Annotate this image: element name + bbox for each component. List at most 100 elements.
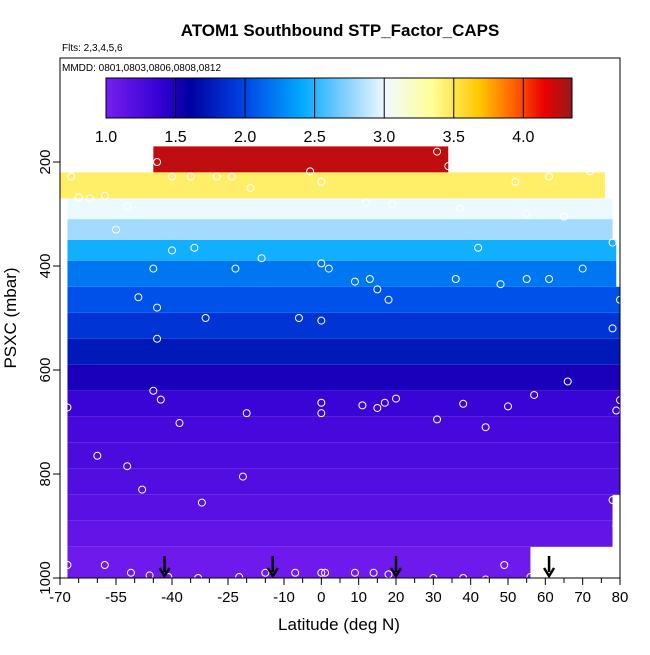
heat-band-2 (67, 198, 613, 220)
obs-point-54 (317, 398, 326, 407)
obs-point-58 (380, 398, 389, 407)
dates-note: MMDD: 0801,0803,0806,0808,0812 (62, 63, 221, 74)
y-tick-label-4: 1000 (37, 561, 54, 594)
obs-point-83 (261, 568, 270, 577)
obs-point-34 (451, 275, 460, 283)
x-tick-label-13: 80 (612, 589, 629, 606)
lat-arrow-head-2 (389, 567, 403, 579)
y-tick-label-3: 800 (37, 461, 54, 486)
obs-point-8 (317, 177, 326, 186)
obs-point-57 (373, 403, 382, 412)
obs-point-91 (459, 574, 468, 578)
x-tick-label-12: 70 (574, 589, 591, 606)
obs-point-46 (317, 316, 326, 325)
obs-point-15 (85, 194, 94, 203)
obs-point-72 (197, 498, 206, 507)
obs-point-76 (63, 561, 72, 569)
heat-band-11 (67, 416, 620, 443)
obs-point-26 (257, 254, 266, 263)
x-tick-label-2: -40 (161, 589, 183, 606)
obs-point-14 (74, 193, 83, 202)
obs-point-65 (563, 377, 572, 386)
obs-point-1 (67, 172, 76, 181)
y-axis: 200 400 600 800 1000 (37, 149, 60, 595)
obs-point-12 (586, 167, 595, 176)
chart-title: ATOM1 Southbound STP_Factor_CAPS (181, 21, 500, 40)
obs-point-4 (212, 172, 221, 181)
obs-point-2 (168, 172, 176, 181)
obs-point-18 (362, 198, 371, 207)
obs-point-17 (100, 191, 109, 200)
obs-point-84 (291, 568, 300, 577)
obs-point-59 (392, 394, 400, 403)
heat-band-15 (67, 520, 613, 547)
obs-point-10 (433, 147, 442, 156)
obs-point-48 (608, 324, 617, 333)
obs-point-13 (511, 177, 520, 186)
obs-point-28 (317, 259, 326, 268)
obs-point-56 (358, 401, 367, 410)
colorbar-ticks: 1.0 1.5 2.0 2.5 3.0 3.5 4.0 (95, 78, 535, 146)
obs-point-22 (522, 210, 531, 218)
x-tick-label-1: -55 (105, 589, 127, 606)
lat-arrow-head-3 (543, 567, 556, 579)
x-axis: -70 -55 -40 -25 -10 0 10 20 30 40 50 60 70 80 (49, 578, 628, 606)
x-tick-label-8: 30 (425, 589, 442, 606)
obs-point-70 (123, 462, 132, 471)
obs-point-45 (294, 314, 303, 322)
x-tick-label-7: 20 (388, 589, 405, 606)
obs-point-73 (238, 472, 247, 481)
obs-point-21 (560, 212, 568, 221)
x-tick-label-5: 0 (317, 589, 325, 606)
y-tick-label-2: 600 (37, 357, 54, 382)
obs-point-3 (186, 172, 195, 181)
x-tick-label-9: 40 (462, 589, 479, 606)
obs-point-66 (616, 396, 620, 405)
obs-point-11 (545, 172, 554, 181)
obs-point-78 (126, 568, 135, 577)
latitude-arrows (158, 556, 556, 579)
obs-point-44 (201, 314, 210, 322)
heat-band-9 (67, 364, 620, 391)
obs-point-41 (149, 264, 158, 273)
y-tick-label-1: 400 (37, 253, 54, 278)
obs-point-87 (350, 568, 359, 577)
obs-point-6 (246, 184, 255, 192)
obs-point-90 (429, 574, 438, 578)
obs-point-42 (134, 293, 143, 302)
heat-band-12 (67, 442, 620, 469)
obs-point-38 (545, 275, 554, 283)
obs-point-0 (153, 158, 162, 166)
heat-band-4 (67, 240, 617, 261)
obs-point-68 (63, 403, 72, 412)
obs-point-53 (242, 409, 251, 418)
lat-arrow-head-0 (158, 567, 171, 579)
x-tick-label-3: -25 (217, 589, 239, 606)
obs-point-43 (153, 303, 162, 312)
obs-point-29 (324, 264, 333, 273)
obs-point-7 (306, 167, 315, 176)
obs-point-9 (444, 162, 453, 171)
obs-point-52 (175, 419, 184, 428)
colorbar-tick-label-3: 2.5 (304, 129, 326, 146)
obs-point-64 (530, 390, 539, 399)
obs-point-92 (481, 575, 490, 578)
colorbar-tick-label-6: 4.0 (512, 129, 534, 146)
heat-band-10 (67, 390, 620, 417)
colorbar (105, 77, 573, 119)
obs-point-19 (388, 199, 397, 208)
obs-point-36 (496, 280, 505, 289)
heat-band-5 (67, 260, 617, 287)
obs-point-74 (608, 496, 617, 504)
obs-point-69 (93, 451, 102, 460)
y-tick-label-0: 200 (37, 149, 54, 174)
obs-point-61 (459, 399, 468, 408)
obs-point-95 (548, 574, 557, 578)
flights-note: Flts: 2,3,4,5,6 (62, 43, 123, 54)
obs-point-49 (153, 334, 162, 343)
heat-band-13 (67, 468, 620, 495)
obs-point-27 (231, 264, 240, 273)
colorbar-tick-label-4: 3.0 (373, 129, 395, 146)
